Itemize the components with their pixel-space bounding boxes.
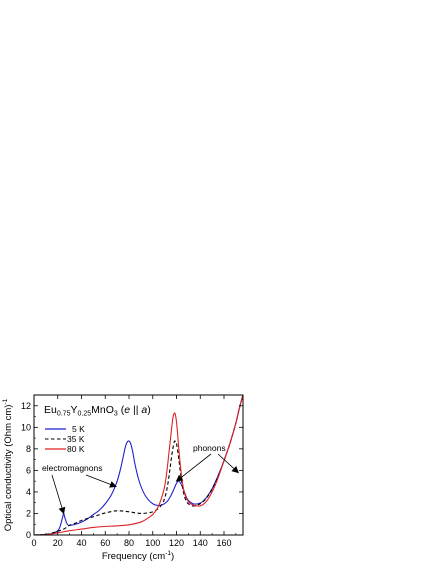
title-part-e: e <box>124 404 130 416</box>
x-axis-title-main: Frequency (cm <box>102 551 165 562</box>
y-tick-label-4: 4 <box>26 487 31 497</box>
y-axis-title-main: Optical conductivity (Ohm cm) <box>3 405 14 532</box>
chart-title: Eu0.75Y0.25MnO3 (e || a) <box>44 404 151 418</box>
y-tick-label-0: 0 <box>26 530 31 540</box>
title-part-a: a <box>141 404 147 416</box>
annotation-arrows <box>51 453 239 515</box>
annotation-arrow-0-1 <box>85 474 117 488</box>
legend-label-35k: 35 K <box>67 434 85 444</box>
series-line-80k <box>34 395 243 535</box>
title-part-mno-sub: 3 <box>114 411 118 418</box>
y-axis-title-sup: -1 <box>2 398 9 404</box>
y-tick-label-2: 2 <box>26 508 31 518</box>
x-tick-label-40: 40 <box>76 538 86 548</box>
legend-label-5k: 5 K <box>72 424 85 434</box>
x-tick-label-160: 160 <box>216 538 231 548</box>
x-tick-label-20: 20 <box>53 538 63 548</box>
x-tick-label-140: 140 <box>193 538 208 548</box>
x-tick-label-60: 60 <box>100 538 110 548</box>
title-part-y: Y <box>70 404 77 416</box>
series-line-35k <box>34 395 243 535</box>
annotation-phonons: phonons <box>193 443 226 453</box>
x-tick-label-120: 120 <box>169 538 184 548</box>
x-tick-label-100: 100 <box>145 538 160 548</box>
title-part-paren-open: ( <box>118 404 125 416</box>
x-axis-title: Frequency (cm-1) <box>102 550 174 562</box>
annotation-electromagnons: electromagnons <box>42 463 102 473</box>
annotation-arrow-1-0 <box>175 453 212 482</box>
y-tick-label-12: 12 <box>21 401 31 411</box>
title-part-parallel: || <box>130 404 141 416</box>
y-tick-label-6: 6 <box>26 465 31 475</box>
ticks-layer: 0 20 40 60 80 100 120 140 160 0 2 4 6 8 10 12 <box>21 395 243 548</box>
series-layer <box>34 395 243 535</box>
y-axis-title: Optical conductivity (Ohm cm)-1 <box>2 398 14 531</box>
x-axis-title-sup: -1 <box>165 550 171 557</box>
annotation-arrow-0-0 <box>51 474 66 515</box>
y-tick-label-8: 8 <box>26 444 31 454</box>
plot-frame <box>33 394 244 536</box>
x-tick-label-0: 0 <box>31 538 36 548</box>
title-part-mno: MnO <box>91 404 114 416</box>
title-part-eu: Eu <box>44 404 57 416</box>
y-tick-label-10: 10 <box>21 422 31 432</box>
legend-label-80k: 80 K <box>67 444 85 454</box>
title-part-eu-sub: 0.75 <box>57 411 71 418</box>
title-part-y-sub: 0.25 <box>77 411 91 418</box>
title-part-paren-close: ) <box>147 404 151 416</box>
series-line-5k <box>34 395 243 535</box>
x-tick-label-80: 80 <box>124 538 134 548</box>
legend: 5 K 35 K 80 K <box>45 424 85 454</box>
annotation-arrow-1-1 <box>217 453 239 474</box>
x-axis-title-end: ) <box>171 551 174 562</box>
